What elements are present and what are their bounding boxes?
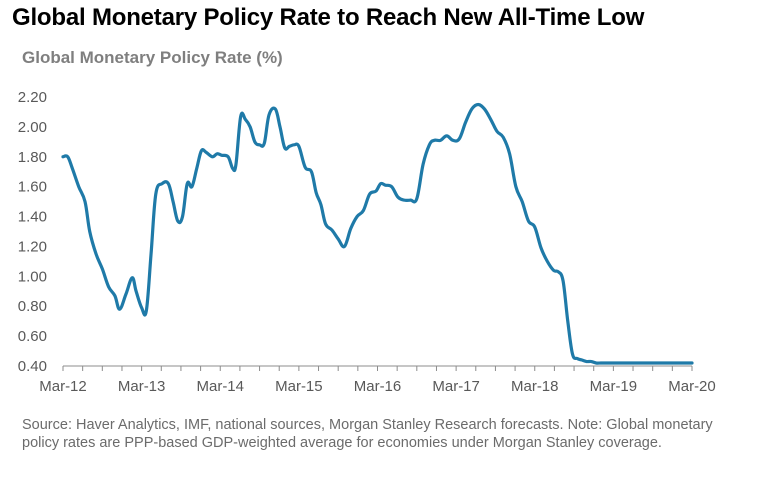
source-note: Source: Haver Analytics, IMF, national s…	[22, 417, 713, 451]
y-tick-label: 1.00	[18, 268, 47, 285]
y-tick-label: 1.60	[18, 179, 47, 196]
y-axis: 2.20 2.00 1.80 1.60 1.40 1.20 1.00 0.80 0.60 0.40	[18, 89, 47, 375]
x-tick-label: Mar-16	[354, 378, 402, 395]
x-tick-label: Mar-20	[668, 378, 716, 395]
x-tick-label: Mar-17	[432, 378, 480, 395]
y-tick-label: 0.80	[18, 298, 47, 315]
x-tick-label: Mar-14	[196, 378, 244, 395]
y-tick-label: 2.00	[18, 119, 47, 136]
y-tick-label: 0.40	[18, 358, 47, 375]
x-tick-label: Mar-18	[511, 378, 559, 395]
page-title: Global Monetary Policy Rate to Reach New…	[12, 4, 645, 31]
x-tick-label: Mar-19	[590, 378, 638, 395]
y-tick-label: 0.60	[18, 328, 47, 345]
x-tick-label: Mar-13	[118, 378, 166, 395]
y-tick-label: 1.40	[18, 209, 47, 226]
x-tick-label: Mar-15	[275, 378, 323, 395]
y-tick-label: 1.80	[18, 149, 47, 166]
series-line	[61, 102, 694, 365]
x-axis: Mar-12 Mar-13 Mar-14 Mar-15 Mar-16 Mar-17 Mar-…	[39, 365, 716, 395]
chart-title: Global Monetary Policy Rate (%)	[22, 48, 283, 67]
y-tick-label: 2.20	[18, 89, 47, 106]
series-group	[61, 102, 694, 365]
y-tick-label: 1.20	[18, 238, 47, 255]
x-tick-label: Mar-12	[39, 378, 87, 395]
